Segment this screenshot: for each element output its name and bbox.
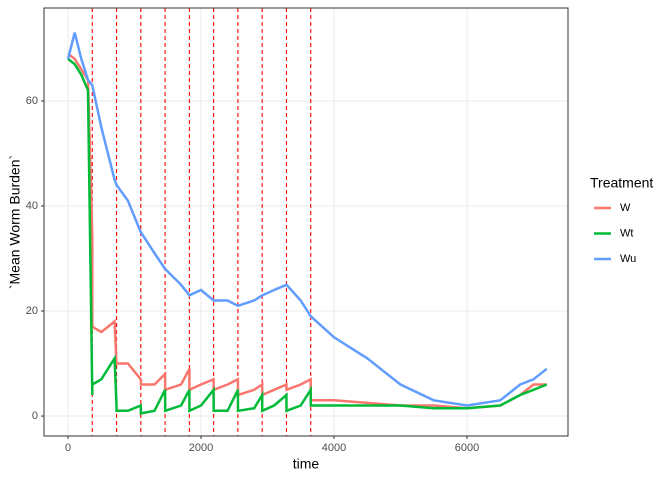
plot-background: [44, 8, 568, 436]
x-tick-label: 4000: [322, 442, 346, 454]
y-tick-label: 40: [26, 200, 38, 212]
series-line: [67, 57, 548, 415]
x-tick-label: 2000: [189, 442, 213, 454]
legend-label: Wt: [620, 227, 633, 239]
plot-border: [43, 7, 569, 437]
legend-title: Treatment: [590, 175, 653, 191]
y-tick-label: 60: [26, 95, 38, 107]
legend-label: W: [620, 202, 631, 214]
x-tick-label: 6000: [455, 442, 479, 454]
y-axis-title: `Mean Worm Burden`: [7, 155, 23, 289]
y-tick-label: 0: [32, 410, 38, 422]
series-line: [66, 32, 548, 407]
x-tick-label: 0: [65, 442, 71, 454]
legend-label: Wu: [620, 253, 636, 265]
x-axis-title: time: [293, 456, 320, 472]
y-tick-label: 20: [26, 305, 38, 317]
